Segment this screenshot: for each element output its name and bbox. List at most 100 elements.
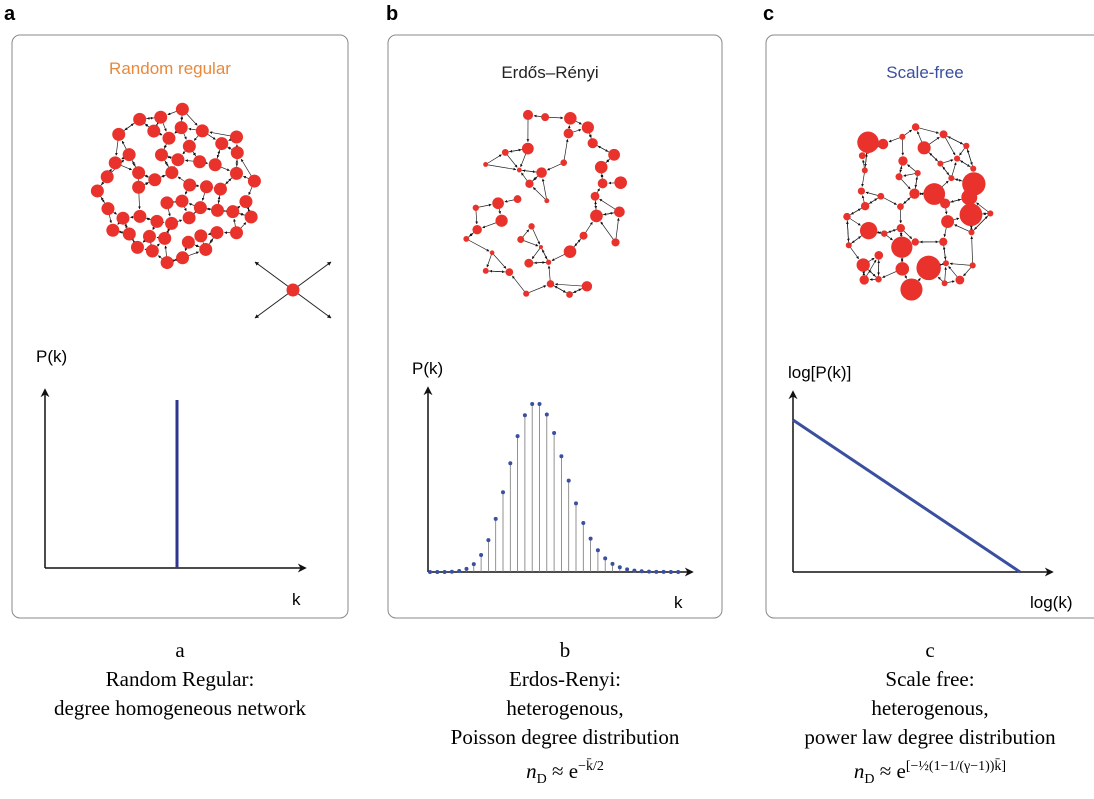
panel-letter: c xyxy=(763,3,774,25)
node xyxy=(116,212,129,225)
stem-dot xyxy=(618,565,622,569)
node xyxy=(536,167,547,178)
node xyxy=(473,205,479,211)
networks xyxy=(91,103,993,318)
stem-dot xyxy=(545,413,549,417)
stem-dot xyxy=(552,431,556,435)
edge xyxy=(255,290,293,318)
node xyxy=(183,178,196,191)
formula-exp: −k̄/2 xyxy=(578,759,604,774)
stem-dot xyxy=(501,490,505,494)
caption-line: power law degree distribution xyxy=(760,723,1094,752)
stem-dot xyxy=(457,569,461,573)
node xyxy=(970,166,976,172)
edge xyxy=(255,262,293,290)
edge xyxy=(564,139,568,162)
y-axis-label: log[P(k)] xyxy=(788,363,851,382)
node xyxy=(564,245,577,258)
edge xyxy=(532,247,541,259)
node xyxy=(209,158,222,171)
formula: nD ≈ e[−½(1−1/(γ−1))k̄] xyxy=(760,752,1094,794)
node xyxy=(150,215,163,228)
node xyxy=(199,243,212,256)
node xyxy=(230,226,243,239)
node xyxy=(860,222,877,239)
node xyxy=(492,197,504,209)
formula-sub: D xyxy=(537,772,547,787)
node xyxy=(897,203,904,210)
node xyxy=(547,280,554,287)
node xyxy=(101,170,114,183)
node xyxy=(176,103,189,116)
node xyxy=(544,198,549,203)
network xyxy=(91,103,261,269)
caption: c Scale free: heterogenous, power law de… xyxy=(760,636,1094,794)
formula-rel: ≈ e xyxy=(552,759,578,783)
node xyxy=(463,236,469,242)
y-axis-label: P(k) xyxy=(412,359,443,378)
node xyxy=(176,251,189,264)
node xyxy=(231,146,244,159)
node xyxy=(239,195,252,208)
stem-dot xyxy=(654,570,658,574)
caption-letter: c xyxy=(760,636,1094,665)
stem-dot xyxy=(530,402,534,406)
node xyxy=(969,229,975,235)
node xyxy=(909,188,919,198)
node xyxy=(582,121,594,133)
network xyxy=(843,123,993,300)
node xyxy=(524,259,533,268)
x-axis-label: k xyxy=(292,590,301,609)
node xyxy=(899,134,905,140)
stem-dot xyxy=(603,556,607,560)
node xyxy=(987,210,993,216)
caption-letter: a xyxy=(10,636,350,665)
node xyxy=(287,284,300,297)
node xyxy=(858,187,865,194)
node xyxy=(101,202,114,215)
node xyxy=(517,236,524,243)
node xyxy=(182,236,195,249)
node xyxy=(483,268,489,274)
node xyxy=(915,170,921,176)
node xyxy=(230,130,243,143)
caption-line: heterogenous, xyxy=(395,694,735,723)
node xyxy=(522,143,534,155)
edge xyxy=(486,164,516,169)
node xyxy=(877,193,884,200)
node xyxy=(846,242,852,248)
node xyxy=(611,238,619,246)
formula-base: n xyxy=(854,759,865,783)
node xyxy=(875,276,881,282)
stem-dot xyxy=(589,537,593,541)
caption-line: Erdos-Renyi: xyxy=(395,665,735,694)
node xyxy=(912,123,920,131)
stem-dot xyxy=(538,402,542,406)
stem-dot xyxy=(640,569,644,573)
node xyxy=(940,130,948,138)
node xyxy=(161,256,174,269)
panel-frame xyxy=(766,35,1094,618)
node xyxy=(896,262,910,276)
panel-letter: b xyxy=(386,3,398,25)
node xyxy=(591,192,600,201)
node xyxy=(962,172,985,195)
node xyxy=(900,278,922,300)
node xyxy=(943,260,949,266)
edge xyxy=(293,290,331,318)
node xyxy=(214,183,227,196)
node xyxy=(912,238,919,245)
node xyxy=(123,148,136,161)
stem-dot xyxy=(443,570,447,574)
node xyxy=(160,196,173,209)
node xyxy=(564,129,574,139)
node xyxy=(194,229,207,242)
stem-dot xyxy=(494,517,498,521)
node xyxy=(91,184,104,197)
node xyxy=(916,256,940,280)
node xyxy=(598,179,608,189)
node xyxy=(154,111,167,124)
node xyxy=(970,262,976,268)
node xyxy=(582,281,592,291)
stem-dot xyxy=(596,548,600,552)
